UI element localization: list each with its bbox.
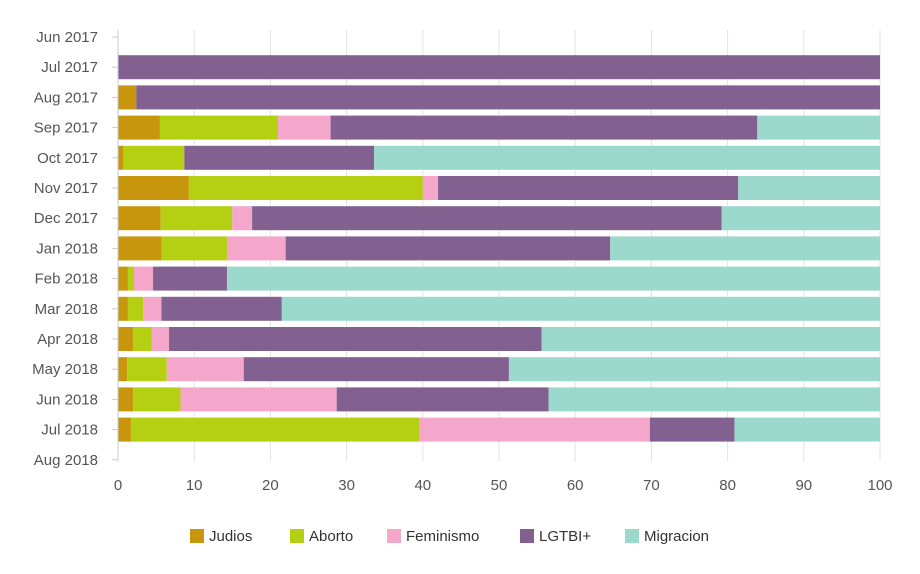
y-tick-label: Jul 2017 — [41, 59, 98, 76]
y-tick-label: Jul 2018 — [41, 422, 98, 439]
bar-segment-feminismo — [422, 176, 439, 200]
bar-segment-lgtbi — [330, 115, 758, 140]
bar-segment-feminismo — [418, 417, 650, 442]
legend-swatch — [190, 529, 204, 543]
y-tick-label: Mar 2018 — [35, 301, 98, 318]
y-tick-label: Jan 2018 — [36, 240, 98, 257]
bar-segment-judios — [118, 296, 128, 321]
bar-segment-aborto — [133, 387, 181, 412]
bar-segment-judios — [118, 206, 161, 231]
bar-segment-judios — [118, 387, 134, 412]
legend-label: LGTBI+ — [539, 528, 591, 545]
legend: Judios Aborto Feminismo LGTBI+ Migracion — [190, 528, 709, 545]
bar-segment-lgtbi — [161, 296, 282, 321]
bar-segment-lgtbi — [184, 145, 375, 170]
bar-segment-judios — [118, 115, 160, 140]
y-tick-label: Nov 2017 — [34, 180, 98, 197]
bar-segment-aborto — [133, 327, 152, 351]
legend-swatch — [387, 529, 401, 543]
x-tick-label: 10 — [186, 477, 203, 494]
bar-segment-feminismo — [151, 327, 170, 351]
bar-segment-judios — [118, 266, 128, 291]
y-tick-label: Apr 2018 — [37, 331, 98, 348]
bar-segment-lgtbi — [118, 55, 880, 80]
x-tick-label: 60 — [567, 477, 584, 494]
bar-segment-migracion — [374, 145, 880, 170]
bar-segment-judios — [118, 357, 128, 382]
x-tick-label: 100 — [867, 477, 892, 494]
axes: 0 10 20 30 40 50 60 70 80 90 100 Jun 2017 Jul 2017 Au… — [32, 29, 892, 494]
bar-segment-migracion — [738, 176, 880, 200]
bar-segment-lgtbi — [336, 387, 549, 412]
bar-segment-lgtbi — [243, 357, 509, 382]
bars — [118, 55, 881, 442]
x-tick-label: 70 — [643, 477, 660, 494]
bar-segment-feminismo — [232, 206, 253, 231]
bar-segment-migracion — [734, 417, 880, 442]
bar-segment-judios — [118, 145, 124, 170]
bar-segment-lgtbi — [649, 417, 735, 442]
bar-segment-migracion — [541, 327, 880, 351]
bar-segment-judios — [118, 176, 189, 200]
y-tick-label: May 2018 — [32, 361, 98, 378]
bar-segment-lgtbi — [252, 206, 722, 231]
bar-segment-migracion — [226, 266, 880, 291]
y-tick-label: Sep 2017 — [34, 120, 98, 137]
y-tick-label: Jun 2018 — [36, 391, 98, 408]
bar-segment-migracion — [757, 115, 880, 140]
bar-segment-aborto — [159, 115, 279, 140]
y-tick-label: Dec 2017 — [34, 210, 98, 227]
bar-segment-aborto — [161, 236, 227, 261]
x-tick-label: 40 — [414, 477, 431, 494]
legend-label: Feminismo — [406, 528, 479, 545]
bar-segment-feminismo — [180, 387, 337, 412]
x-tick-label: 50 — [491, 477, 508, 494]
bar-segment-aborto — [130, 417, 419, 442]
bar-segment-judios — [118, 236, 162, 261]
bar-segment-judios — [118, 85, 137, 110]
x-tick-label: 0 — [114, 477, 122, 494]
bar-segment-lgtbi — [136, 85, 881, 110]
x-tick-label: 30 — [338, 477, 355, 494]
bar-segment-aborto — [127, 266, 135, 291]
bar-segment-feminismo — [143, 296, 162, 321]
legend-label: Aborto — [309, 528, 353, 545]
bar-segment-migracion — [721, 206, 880, 231]
y-tick-label: Aug 2018 — [34, 452, 98, 469]
x-tick-label: 80 — [719, 477, 736, 494]
bar-segment-lgtbi — [169, 327, 542, 351]
legend-swatch — [290, 529, 304, 543]
bar-segment-feminismo — [134, 266, 154, 291]
bar-segment-judios — [118, 327, 134, 351]
x-tick-label: 20 — [262, 477, 279, 494]
bar-segment-aborto — [123, 145, 185, 170]
bar-segment-lgtbi — [285, 236, 611, 261]
y-tick-label: Jun 2017 — [36, 29, 98, 46]
bar-segment-migracion — [281, 296, 881, 321]
bar-segment-feminismo — [166, 357, 244, 382]
bar-segment-aborto — [127, 296, 144, 321]
legend-swatch — [625, 529, 639, 543]
y-tick-label: Oct 2017 — [37, 150, 98, 167]
legend-swatch — [520, 529, 534, 543]
bar-segment-aborto — [160, 206, 233, 231]
bar-segment-feminismo — [226, 236, 286, 261]
legend-label: Migracion — [644, 528, 709, 545]
y-tick-label: Feb 2018 — [35, 271, 98, 288]
bar-segment-migracion — [610, 236, 880, 261]
bar-segment-feminismo — [278, 115, 331, 140]
bar-segment-aborto — [127, 357, 167, 382]
y-tick-label: Aug 2017 — [34, 89, 98, 106]
x-tick-label: 90 — [795, 477, 812, 494]
legend-label: Judios — [209, 528, 252, 545]
bar-segment-migracion — [548, 387, 880, 412]
bar-segment-lgtbi — [438, 176, 739, 200]
bar-segment-judios — [118, 417, 131, 442]
bar-segment-migracion — [508, 357, 880, 382]
bar-segment-aborto — [188, 176, 423, 200]
bar-segment-lgtbi — [153, 266, 227, 291]
